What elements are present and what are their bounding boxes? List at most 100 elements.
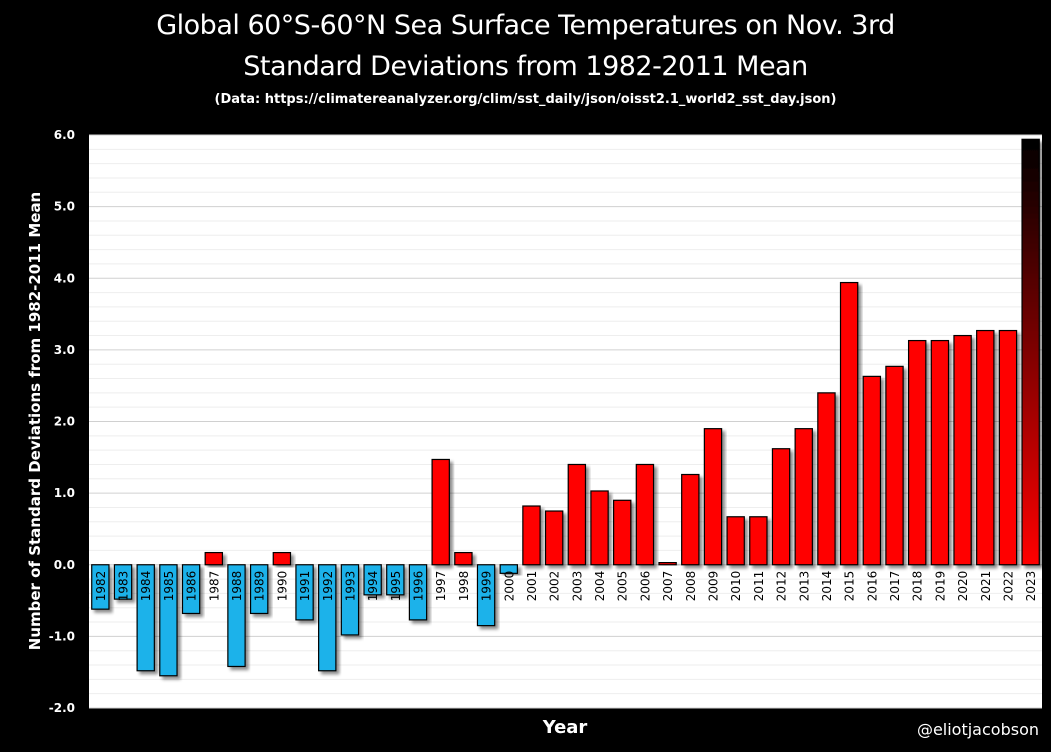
x-tick-label: 2006 <box>638 571 652 602</box>
chart-title: Global 60°S-60°N Sea Surface Temperature… <box>156 10 895 41</box>
x-tick-label: 1983 <box>117 571 131 602</box>
x-tick-label: 2022 <box>1001 571 1015 602</box>
y-axis-label: Number of Standard Deviations from 1982-… <box>26 192 44 650</box>
x-tick-label: 2004 <box>593 571 607 602</box>
x-tick-label: 2005 <box>616 571 630 602</box>
bar-2007 <box>658 562 677 566</box>
bar-1999 <box>476 564 496 627</box>
x-tick-label: 2014 <box>820 571 834 602</box>
bar-1989 <box>249 564 269 615</box>
x-tick-label: 2013 <box>797 571 811 602</box>
x-tick-label: 1990 <box>275 571 289 602</box>
bar-1982 <box>91 564 110 610</box>
x-tick-label: 2008 <box>684 571 698 602</box>
y-tick-label: 1.0 <box>54 486 75 500</box>
chart-subtitle: Standard Deviations from 1982-2011 Mean <box>243 51 808 82</box>
bar-2018 <box>907 339 927 566</box>
x-tick-label: 2012 <box>775 571 789 602</box>
bar-2017 <box>885 365 904 566</box>
x-tick-label: 2010 <box>729 571 743 602</box>
y-tick-label: 6.0 <box>54 128 75 142</box>
bar-1996 <box>408 564 428 621</box>
bar-2004 <box>590 490 609 566</box>
x-tick-label: 2019 <box>933 571 947 602</box>
y-tick-labels: -2.0 -1.0 0.0 1.0 2.0 3.0 4.0 5.0 6.0 <box>49 128 75 715</box>
bar-1986 <box>181 564 201 615</box>
bar-2003 <box>567 463 587 566</box>
x-tick-label: 2023 <box>1024 571 1038 602</box>
bar-2019 <box>930 339 950 566</box>
bar-2014 <box>817 392 836 566</box>
x-axis-label: Year <box>542 717 588 738</box>
bar-1983 <box>113 564 133 600</box>
bar-2020 <box>953 334 972 566</box>
x-tick-label: 1986 <box>185 571 199 602</box>
bars <box>91 138 1040 677</box>
x-tick-label: 2011 <box>752 571 766 602</box>
bar-2009 <box>703 428 723 566</box>
bar-2022 <box>998 329 1018 566</box>
x-tick-label: 2003 <box>570 571 584 602</box>
bar-2023 <box>1021 138 1040 566</box>
bar-2012 <box>771 448 791 566</box>
x-tick-label: 1985 <box>162 571 176 602</box>
y-tick-label: 0.0 <box>54 558 75 572</box>
bar-1985 <box>159 564 178 677</box>
bar-1997 <box>431 458 450 566</box>
bar-2013 <box>794 428 813 566</box>
y-tick-label: -2.0 <box>49 701 75 715</box>
y-tick-label: 5.0 <box>54 200 75 214</box>
bar-1984 <box>136 564 155 672</box>
x-tick-label: 1991 <box>298 571 312 602</box>
x-tick-label: 2015 <box>843 571 857 602</box>
data-source-note: (Data: https://climatereanalyzer.org/cli… <box>214 92 837 107</box>
bar-2006 <box>635 463 655 566</box>
y-tick-label: -1.0 <box>49 629 75 643</box>
y-tick-label: 2.0 <box>54 415 75 429</box>
bar-2005 <box>613 499 632 566</box>
bar-2001 <box>522 505 541 566</box>
x-tick-labels: 1982 1983 1984 1985 1986 1987 1988 1989 1990 1991… <box>94 571 1038 602</box>
x-tick-label: 2018 <box>911 571 925 602</box>
bar-2015 <box>839 281 859 566</box>
bar-2010 <box>726 516 745 566</box>
x-tick-label: 1994 <box>366 571 380 602</box>
x-tick-label: 1982 <box>94 571 108 602</box>
bar-1995 <box>386 564 405 596</box>
gridlines <box>89 134 1042 709</box>
x-tick-label: 1998 <box>457 571 471 602</box>
x-tick-label: 2016 <box>865 571 879 602</box>
x-tick-label: 1993 <box>343 571 357 602</box>
bar-1994 <box>363 564 382 596</box>
x-tick-label: 2017 <box>888 571 902 602</box>
bar-1988 <box>227 564 246 668</box>
y-tick-label: 4.0 <box>54 271 75 285</box>
y-tick-label: 3.0 <box>54 343 75 357</box>
bar-2016 <box>862 375 882 566</box>
x-tick-label: 2001 <box>525 571 539 602</box>
bar-2008 <box>681 473 700 566</box>
x-tick-label: 1992 <box>321 571 335 602</box>
x-tick-label: 2000 <box>502 571 516 602</box>
x-tick-label: 1999 <box>480 571 494 602</box>
bar-2000 <box>499 564 518 574</box>
x-tick-label: 1987 <box>207 571 221 602</box>
x-tick-label: 2002 <box>548 571 562 602</box>
author-credit: @eliotjacobson <box>916 720 1039 739</box>
bar-2011 <box>749 516 768 566</box>
bar-1987 <box>204 551 224 566</box>
x-tick-label: 2021 <box>979 571 993 602</box>
bar-1993 <box>340 564 360 636</box>
x-tick-label: 1997 <box>434 571 448 602</box>
x-tick-label: 1996 <box>412 571 426 602</box>
bar-2021 <box>976 329 995 566</box>
bar-2002 <box>544 510 564 566</box>
x-tick-label: 2007 <box>661 571 675 602</box>
x-tick-label: 2020 <box>956 571 970 602</box>
bar-1998 <box>454 551 473 566</box>
x-tick-label: 1995 <box>389 571 403 602</box>
bar-1990 <box>272 551 292 566</box>
bar-1992 <box>318 564 337 672</box>
x-tick-label: 1984 <box>139 571 153 602</box>
